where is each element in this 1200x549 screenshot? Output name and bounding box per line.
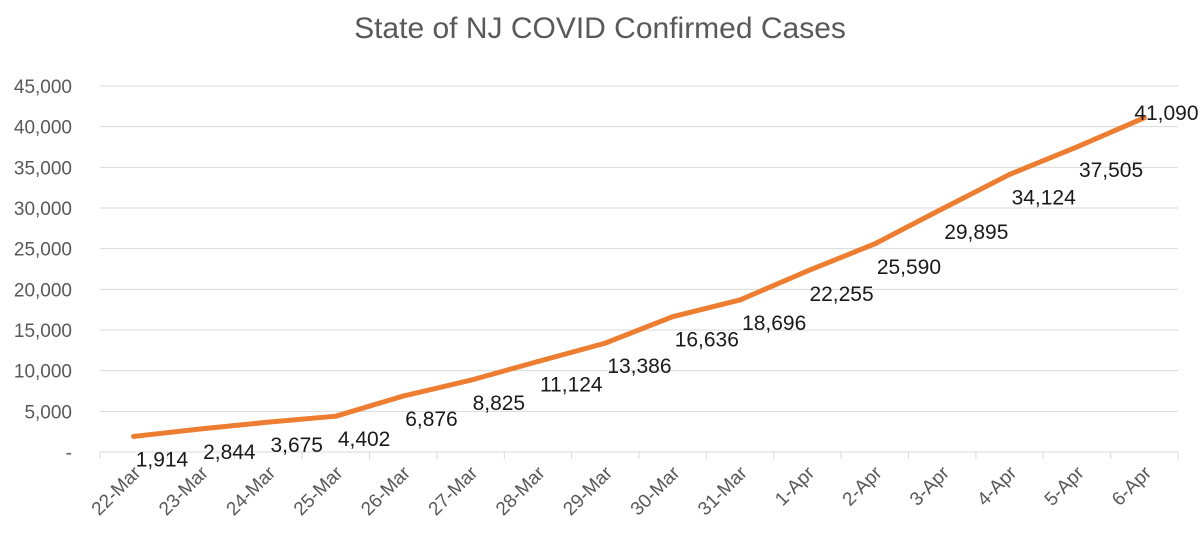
y-tick-label: 45,000 xyxy=(14,77,72,98)
x-tick-label: 26-Mar xyxy=(357,462,415,520)
data-point xyxy=(804,268,810,274)
data-point xyxy=(198,426,204,432)
series-line xyxy=(131,115,1147,439)
data-point xyxy=(131,433,137,439)
x-tick-label: 6-Apr xyxy=(1108,462,1156,510)
data-point xyxy=(535,359,541,365)
x-tick-label: 27-Mar xyxy=(425,462,483,520)
data-point xyxy=(602,340,608,346)
y-tick-label: 15,000 xyxy=(14,321,72,342)
data-point xyxy=(939,206,945,212)
data-label: 29,895 xyxy=(944,221,1008,244)
data-label: 8,825 xyxy=(473,392,526,415)
y-tick-label: 20,000 xyxy=(14,280,72,301)
data-label: 18,696 xyxy=(742,312,806,335)
y-tick-label: 5,000 xyxy=(24,402,72,423)
data-label: 41,090 xyxy=(1134,102,1198,125)
y-tick-label: 35,000 xyxy=(14,158,72,179)
x-tick-label: 28-Mar xyxy=(492,462,550,520)
data-label: 22,255 xyxy=(809,283,873,306)
data-label: 13,386 xyxy=(607,355,671,378)
x-tick-label: 30-Mar xyxy=(627,462,685,520)
data-label: 34,124 xyxy=(1012,186,1077,209)
data-point xyxy=(1074,144,1080,150)
data-label: 1,914 xyxy=(136,448,189,471)
y-tick-label: 40,000 xyxy=(14,118,72,139)
data-point xyxy=(1007,171,1013,177)
x-tick-label: 31-Mar xyxy=(694,462,752,520)
data-point xyxy=(872,241,878,247)
x-tick-label: 29-Mar xyxy=(559,462,617,520)
x-tick-label: 24-Mar xyxy=(223,462,281,520)
data-point xyxy=(737,297,743,303)
data-label: 16,636 xyxy=(675,329,739,352)
y-tick-label: - xyxy=(66,443,72,464)
x-tick-label: 4-Apr xyxy=(973,462,1021,510)
data-point xyxy=(333,413,339,419)
chart-title: State of NJ COVID Confirmed Cases xyxy=(354,12,846,45)
y-tick-label: 25,000 xyxy=(14,240,72,261)
x-tick-label: 3-Apr xyxy=(906,462,954,510)
data-label: 3,675 xyxy=(270,434,323,457)
y-tick-label: 30,000 xyxy=(14,199,72,220)
data-point xyxy=(265,419,271,425)
data-label: 11,124 xyxy=(540,374,603,397)
data-point xyxy=(468,377,474,383)
y-tick-label: 10,000 xyxy=(14,362,72,383)
data-label: 6,876 xyxy=(405,408,458,431)
x-tick-label: 5-Apr xyxy=(1041,462,1089,510)
data-point xyxy=(1141,115,1147,121)
data-label: 37,505 xyxy=(1079,159,1143,182)
data-label: 2,844 xyxy=(203,441,256,464)
data-point xyxy=(400,393,406,399)
x-tick-label: 2-Apr xyxy=(839,462,887,510)
x-tick-label: 1-Apr xyxy=(771,462,819,510)
data-point xyxy=(670,314,676,320)
data-label: 4,402 xyxy=(338,428,391,451)
x-tick-label: 25-Mar xyxy=(290,462,348,520)
data-label: 25,590 xyxy=(877,256,941,279)
